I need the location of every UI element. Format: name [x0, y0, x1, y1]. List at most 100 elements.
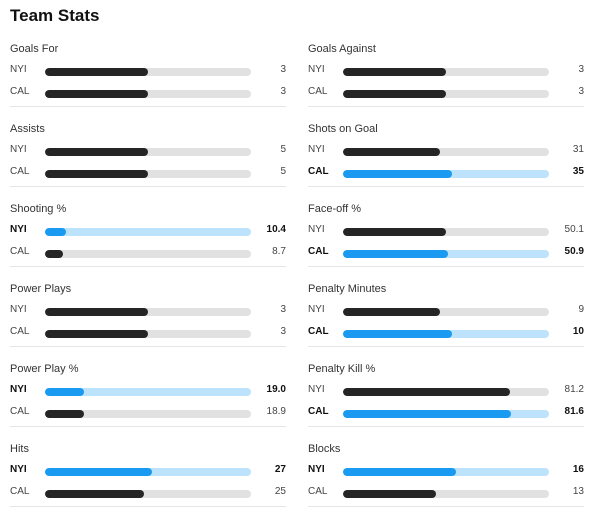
- stat-bar: [45, 490, 251, 498]
- team-abbrev: CAL: [10, 406, 30, 417]
- stat-row-nyi: NYI 81.2: [308, 384, 584, 397]
- stat-bar-fill: [45, 250, 63, 258]
- stat-label: Blocks: [308, 443, 341, 455]
- team-abbrev: NYI: [308, 64, 325, 75]
- stat-bar: [343, 308, 549, 316]
- stat-row-nyi: NYI 3: [308, 64, 584, 77]
- stat-bar: [343, 148, 549, 156]
- stat-value: 18.9: [266, 406, 286, 417]
- stat-shots-on-goal: Shots on Goal NYI 31 CAL 35: [308, 80, 584, 187]
- stat-label: Penalty Kill %: [308, 363, 376, 375]
- stat-bar: [45, 410, 251, 418]
- stat-row-cal: CAL 3: [10, 86, 286, 99]
- team-abbrev: CAL: [308, 406, 329, 417]
- stat-bar: [45, 388, 251, 396]
- team-abbrev: NYI: [10, 64, 27, 75]
- stat-bar-fill: [45, 308, 148, 316]
- stat-row-nyi: NYI 27: [10, 464, 286, 477]
- stat-row-cal: CAL 10: [308, 326, 584, 339]
- divider: [10, 506, 286, 507]
- team-abbrev: NYI: [10, 384, 27, 395]
- stat-bar: [45, 170, 251, 178]
- stat-value: 13: [572, 486, 584, 497]
- stat-row-nyi: NYI 3: [10, 64, 286, 77]
- divider: [308, 186, 584, 187]
- stat-value: 3: [280, 86, 286, 97]
- stat-row-cal: CAL 3: [10, 326, 286, 339]
- team-abbrev: NYI: [308, 304, 325, 315]
- stat-bar: [45, 330, 251, 338]
- stat-value: 35: [572, 166, 584, 177]
- stat-value: 50.1: [564, 224, 584, 235]
- stat-label: Power Play %: [10, 363, 79, 375]
- stat-value: 9: [578, 304, 584, 315]
- team-abbrev: CAL: [308, 246, 329, 257]
- stat-value: 25: [274, 486, 286, 497]
- stat-value: 27: [274, 464, 286, 475]
- stat-value: 5: [280, 166, 286, 177]
- stat-bar-fill: [45, 468, 152, 476]
- team-abbrev: NYI: [308, 464, 325, 475]
- divider: [10, 426, 286, 427]
- stat-bar: [343, 468, 549, 476]
- stat-row-cal: CAL 3: [308, 86, 584, 99]
- team-abbrev: CAL: [10, 326, 30, 337]
- stat-bar-fill: [343, 90, 446, 98]
- stat-bar: [343, 410, 549, 418]
- stat-bar: [343, 250, 549, 258]
- stat-bar-fill: [45, 68, 148, 76]
- stat-assists: Assists NYI 5 CAL 5: [10, 80, 286, 187]
- stat-value: 50.9: [564, 246, 584, 257]
- stat-row-nyi: NYI 19.0: [10, 384, 286, 397]
- stat-bar: [45, 228, 251, 236]
- stat-row-nyi: NYI 16: [308, 464, 584, 477]
- stat-row-cal: CAL 35: [308, 166, 584, 179]
- stat-label: Assists: [10, 123, 45, 135]
- stat-value: 3: [578, 64, 584, 75]
- stat-label: Goals For: [10, 43, 59, 55]
- team-abbrev: NYI: [308, 224, 325, 235]
- stat-hits: Hits NYI 27 CAL 25: [10, 400, 286, 507]
- stat-value: 31: [572, 144, 584, 155]
- stat-bar: [45, 148, 251, 156]
- team-abbrev: NYI: [10, 224, 27, 235]
- stat-row-cal: CAL 18.9: [10, 406, 286, 419]
- stat-value: 81.6: [564, 406, 584, 417]
- divider: [308, 266, 584, 267]
- team-abbrev: NYI: [308, 144, 325, 155]
- stat-value: 3: [280, 64, 286, 75]
- stat-value: 5: [280, 144, 286, 155]
- stat-bar-fill: [343, 388, 510, 396]
- stat-bar: [343, 228, 549, 236]
- stat-value: 3: [578, 86, 584, 97]
- stat-row-cal: CAL 81.6: [308, 406, 584, 419]
- stat-row-cal: CAL 13: [308, 486, 584, 499]
- team-abbrev: CAL: [10, 486, 30, 497]
- stat-label: Goals Against: [308, 43, 376, 55]
- stat-bar-fill: [343, 228, 446, 236]
- team-abbrev: CAL: [308, 86, 328, 97]
- stat-bar-fill: [343, 148, 440, 156]
- stat-row-cal: CAL 25: [10, 486, 286, 499]
- divider: [308, 106, 584, 107]
- stat-value: 16: [572, 464, 584, 475]
- stat-bar-fill: [343, 170, 452, 178]
- divider: [308, 346, 584, 347]
- stat-value: 3: [280, 304, 286, 315]
- team-abbrev: NYI: [10, 464, 27, 475]
- stat-penalty-minutes: Penalty Minutes NYI 9 CAL 10: [308, 240, 584, 347]
- stat-bar-fill: [45, 490, 144, 498]
- team-abbrev: CAL: [308, 326, 329, 337]
- stat-bar-fill: [343, 250, 448, 258]
- stat-label: Hits: [10, 443, 29, 455]
- stat-row-cal: CAL 8.7: [10, 246, 286, 259]
- stat-blocks: Blocks NYI 16 CAL 13: [308, 400, 584, 507]
- stat-bar-fill: [343, 410, 511, 418]
- stat-value: 10: [572, 326, 584, 337]
- stat-bar-fill: [45, 170, 148, 178]
- divider: [10, 346, 286, 347]
- stat-shooting: Shooting % NYI 10.4 CAL 8.7: [10, 160, 286, 267]
- team-abbrev: CAL: [10, 86, 30, 97]
- stat-value: 81.2: [564, 384, 584, 395]
- stat-row-nyi: NYI 5: [10, 144, 286, 157]
